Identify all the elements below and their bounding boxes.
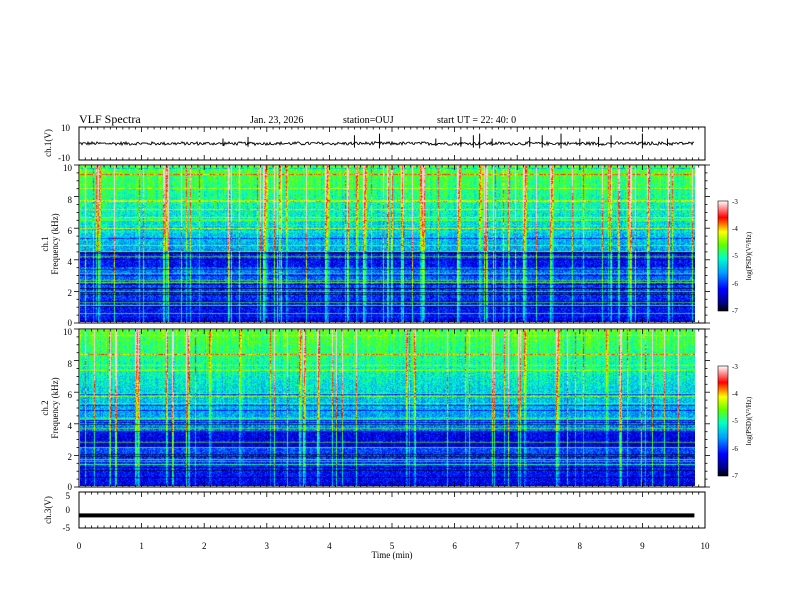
ch1-cb-label: log(PSD)(V²/Hz) [745,231,753,280]
axis-ticks [74,127,710,528]
ch3-waveform-panel: 5 0 -5 ch.3(V) [43,491,706,533]
ch2-spectrogram-panel: 10 8 6 4 2 0 ch.2 Frequency (kHz) [40,327,706,492]
ch1-freq-tick-8: 8 [68,195,73,205]
ch1-freq-tick-2: 2 [68,288,73,298]
ch1-cb-tick-4: -4 [732,225,738,233]
ch1-spectrogram-panel: 10 8 6 4 2 0 ch.1 Frequency (kHz) [40,163,706,328]
ch1-cb-tick-6: -6 [732,280,738,288]
ch1-waveform-panel: 10 -10 ch.1(V) [43,123,706,163]
ch2-cb-tick-6: -6 [732,445,738,453]
x-tick-0: 0 [77,541,82,551]
ch1-cb-tick-5: -5 [732,252,738,260]
ch1-spectrogram-image [80,166,695,322]
ch2-colorbar: -3 -4 -5 -6 -7 log(PSD)(V²/Hz) [717,363,753,480]
ch1-freq-tick-10: 10 [63,163,73,173]
x-tick-2: 2 [202,541,207,551]
ch2-cb-tick-3: -3 [732,363,738,371]
ch3-ytick-neg5: -5 [63,523,71,533]
ch1-ylabel-frequency: Frequency (kHz) [50,213,60,274]
ch1-freq-tick-4: 4 [68,257,73,267]
x-tick-9: 9 [640,541,645,551]
x-tick-6: 6 [452,541,457,551]
ch1-ytick-bottom: -10 [58,153,70,163]
x-tick-4: 4 [327,541,332,551]
x-tick-7: 7 [515,541,520,551]
ch1-cb-tick-3: -3 [732,198,738,206]
ch1-ytick-top: 10 [61,123,71,133]
ch2-freq-tick-0: 0 [68,482,73,492]
ch2-ylabel-channel: ch.2 [40,400,50,415]
ch1-ylabel-channel: ch.1 [40,236,50,251]
x-tick-3: 3 [265,541,270,551]
ch1-freq-tick-6: 6 [68,226,73,236]
ch1-cb-tick-7: -7 [732,307,738,315]
ch1-freq-tick-0: 0 [68,318,73,328]
ch1-colorbar: -3 -4 -5 -6 -7 log(PSD)(V²/Hz) [717,198,753,315]
ch2-freq-tick-6: 6 [68,390,73,400]
x-tick-1: 1 [139,541,144,551]
ch2-cb-tick-5: -5 [732,417,738,425]
x-tick-10: 10 [701,541,711,551]
x-axis-label: Time (min) [372,550,413,560]
figure-title: VLF Spectra [79,112,141,126]
ch2-cb-tick-4: -4 [732,390,738,398]
ch1-spikes [222,133,668,149]
ch3-waveform-line [79,513,695,518]
x-tick-labels: 0 1 2 3 4 5 6 7 8 9 10 [77,541,710,551]
ch3-ytick-0: 0 [66,505,71,515]
date-label: Jan. 23, 2026 [250,115,303,126]
ch2-freq-tick-2: 2 [68,452,73,462]
ch2-freq-tick-8: 8 [68,359,73,369]
start-time-label: start UT = 22: 40: 0 [437,115,516,126]
ch1-waveform-line [78,140,695,147]
ch1-ylabel: ch.1(V) [43,129,53,157]
x-tick-8: 8 [578,541,583,551]
ch3-ylabel: ch.3(V) [43,496,53,524]
ch2-freq-tick-4: 4 [68,421,73,431]
ch2-cb-tick-7: -7 [732,472,738,480]
station-label: station=OUJ [343,115,394,126]
ch2-freq-tick-10: 10 [63,327,73,337]
ch2-ylabel-frequency: Frequency (kHz) [50,377,60,438]
ch3-ytick-5: 5 [66,491,71,501]
ch2-spectrogram-image [80,330,695,486]
x-tick-5: 5 [390,541,395,551]
ch2-cb-label: log(PSD)(V²/Hz) [745,396,753,445]
